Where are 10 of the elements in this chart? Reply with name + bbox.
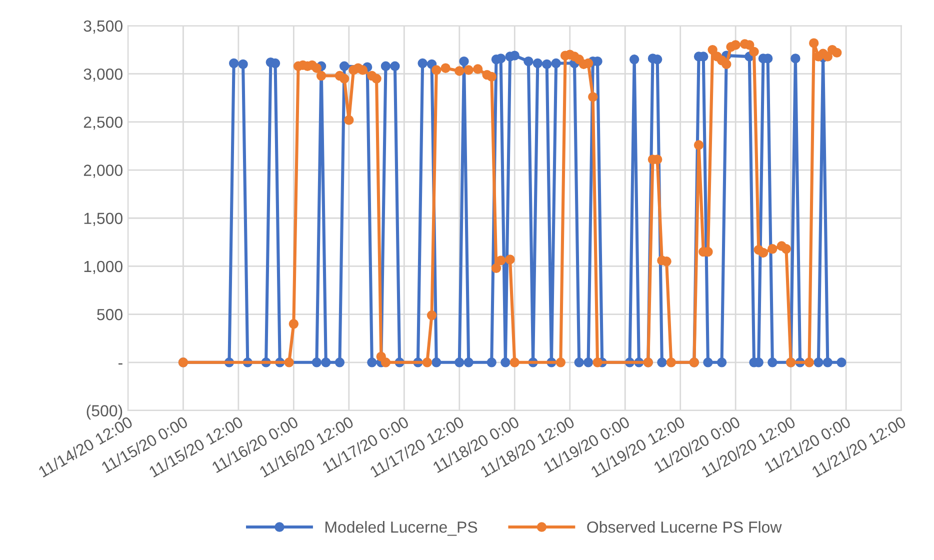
y-tick-label: 1,000	[84, 260, 122, 274]
y-tick-label: 2,500	[84, 116, 122, 130]
y-tick-label: 1,500	[84, 212, 122, 226]
y-tick-label: 500	[97, 308, 122, 320]
y-tick-label: 2,000	[84, 164, 122, 178]
y-tick-label: 3,000	[84, 68, 122, 82]
legend-label: Observed Lucerne PS Flow	[587, 521, 782, 533]
y-tick-label: -	[118, 363, 122, 365]
legend-label: Modeled Lucerne_PS	[326, 521, 478, 536]
y-tick-label: 3,500	[84, 20, 122, 34]
